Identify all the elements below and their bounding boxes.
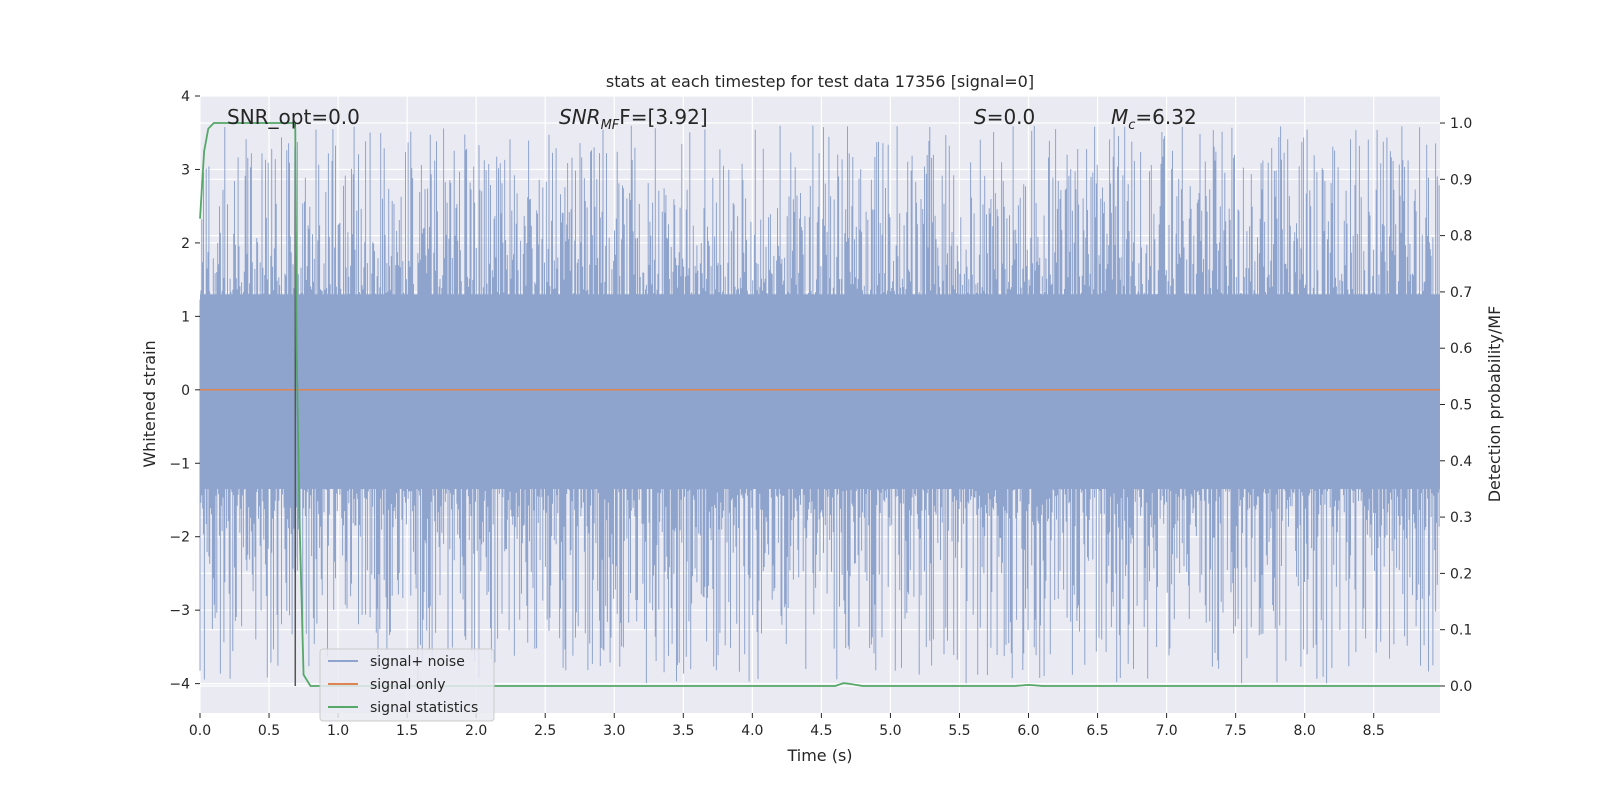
x-tick-label: 4.0 — [741, 723, 763, 739]
x-tick-label: 3.5 — [672, 723, 694, 739]
x-tick-label: 8.0 — [1294, 723, 1316, 739]
y2-tick-label: 0.8 — [1450, 229, 1472, 245]
y-tick-label: 3 — [181, 162, 190, 178]
x-tick-label: 2.0 — [465, 723, 487, 739]
annotation-mc: Mc=6.32 — [1111, 105, 1197, 133]
legend-label-signal-noise: signal+ noise — [370, 654, 465, 670]
y2-tick-label: 0.4 — [1450, 454, 1472, 470]
y-tick-label: 4 — [181, 89, 190, 105]
x-tick-label: 5.5 — [948, 723, 970, 739]
x-tick-label: 6.0 — [1017, 723, 1039, 739]
x-tick-label: 7.5 — [1225, 723, 1247, 739]
y-tick-label: −3 — [169, 603, 190, 619]
annotation-snr-opt: SNR_opt=0.0 — [227, 105, 360, 129]
legend-label-signal-only: signal only — [370, 677, 445, 693]
y2-tick-label: 0.3 — [1450, 510, 1472, 526]
y-tick-label: 1 — [181, 309, 190, 325]
annotation-s-value: =0.0 — [987, 105, 1036, 129]
x-tick-label: 2.5 — [534, 723, 556, 739]
annotation-snr-mf-main: SNR — [559, 105, 601, 129]
x-tick-label: 4.5 — [810, 723, 832, 739]
y-tick-label: −1 — [169, 456, 190, 472]
signal-plus-noise-core — [200, 294, 1440, 489]
x-tick-label: 5.0 — [879, 723, 901, 739]
y-tick-label: 0 — [181, 383, 190, 399]
annotation-snr-mf-value: F=[3.92] — [619, 105, 707, 129]
y2-tick-label: 0.2 — [1450, 566, 1472, 582]
signal-plus-noise-series — [199, 125, 1440, 684]
y2-tick-label: 0.5 — [1450, 398, 1472, 414]
annotation-mc-sub: c — [1128, 118, 1135, 133]
x-tick-label: 0.5 — [258, 723, 280, 739]
x-tick-label: 1.0 — [327, 723, 349, 739]
legend: signal+ noise signal only signal statist… — [319, 648, 495, 722]
y2-tick-label: 0.7 — [1450, 285, 1472, 301]
y2-tick-label: 0.0 — [1450, 679, 1472, 695]
x-tick-label: 1.5 — [396, 723, 418, 739]
x-tick-label: 8.5 — [1363, 723, 1385, 739]
annotation-s: S=0.0 — [974, 105, 1035, 129]
y-tick-label: −4 — [169, 677, 190, 693]
x-tick-label: 3.0 — [603, 723, 625, 739]
y2-tick-label: 0.9 — [1450, 172, 1472, 188]
x-tick-label: 7.0 — [1155, 723, 1177, 739]
y2-tick-label: 0.6 — [1450, 341, 1472, 357]
y-tick-label: −2 — [169, 530, 190, 546]
y-tick-label: 2 — [181, 236, 190, 252]
annotation-snr-mf: SNRMFF=[3.92] — [559, 105, 708, 133]
annotation-snr-mf-sub: MF — [601, 118, 620, 133]
legend-box — [319, 648, 495, 722]
x-axis-label: Time (s) — [786, 746, 852, 765]
y-axis-label: Whitened strain — [140, 340, 159, 467]
annotation-mc-value: =6.32 — [1135, 105, 1196, 129]
x-tick-label: 0.0 — [189, 723, 211, 739]
y2-axis-label: Detection probability/MF — [1485, 306, 1504, 503]
y2-tick-label: 0.1 — [1450, 623, 1472, 639]
annotation-s-var: S — [974, 105, 987, 129]
annotation-mc-main: M — [1111, 105, 1128, 129]
y2-tick-label: 1.0 — [1450, 116, 1472, 132]
axes: 0.0 0.5 1.0 1.5 2.0 2.5 3.0 3.5 4.0 4.5 5.0 5.5 6.0 6… — [169, 89, 1472, 739]
legend-label-signal-statistics: signal statistics — [370, 700, 478, 716]
x-tick-label: 6.5 — [1086, 723, 1108, 739]
chart-title: stats at each timestep for test data 173… — [606, 72, 1034, 91]
